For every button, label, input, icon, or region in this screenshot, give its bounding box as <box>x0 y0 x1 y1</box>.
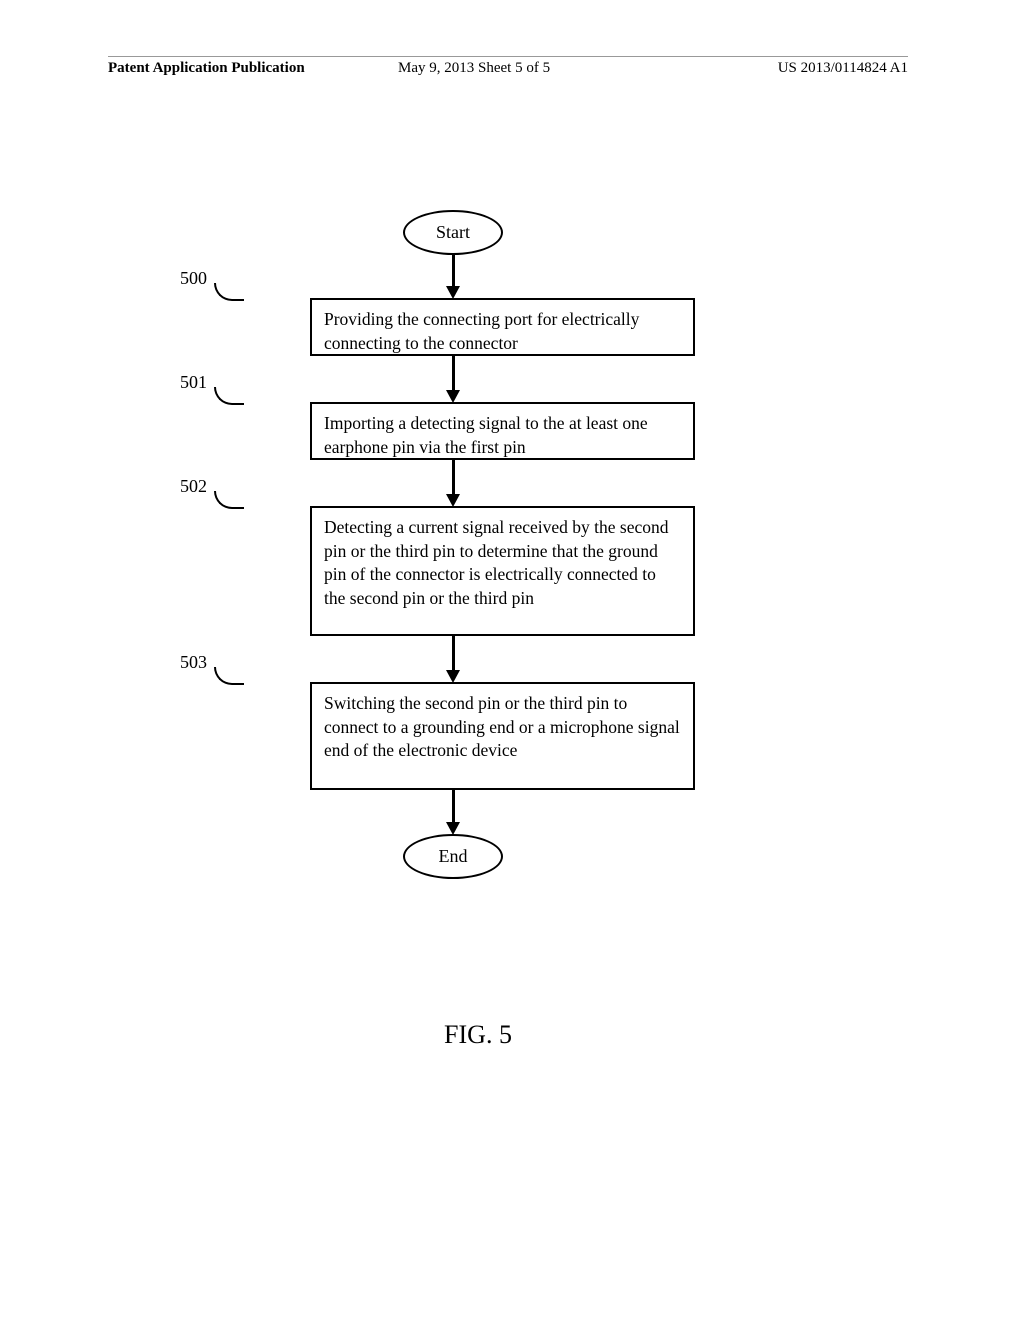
step-number-500: 500 <box>180 268 207 289</box>
step-number-501: 501 <box>180 372 207 393</box>
step-box-503: Switching the second pin or the third pi… <box>310 682 695 790</box>
page-header: Patent Application Publication May 9, 20… <box>108 60 908 77</box>
step-text-501: Importing a detecting signal to the at l… <box>324 413 648 457</box>
connector-line <box>452 790 455 825</box>
step-number-503: 503 <box>180 652 207 673</box>
start-terminal: Start <box>403 210 503 255</box>
end-label: End <box>439 846 468 867</box>
header-center-text: May 9, 2013 Sheet 5 of 5 <box>398 60 550 77</box>
start-label: Start <box>436 222 470 243</box>
header-left-text: Patent Application Publication <box>108 60 305 77</box>
step-box-502: Detecting a current signal received by t… <box>310 506 695 636</box>
step-text-502: Detecting a current signal received by t… <box>324 517 669 608</box>
figure-caption: FIG. 5 <box>444 1020 512 1050</box>
step-text-500: Providing the connecting port for electr… <box>324 309 639 353</box>
end-terminal: End <box>403 834 503 879</box>
connector-line <box>452 356 455 393</box>
step-box-501: Importing a detecting signal to the at l… <box>310 402 695 460</box>
step-text-503: Switching the second pin or the third pi… <box>324 693 680 760</box>
connector-line <box>452 636 455 673</box>
connector-line <box>452 255 455 289</box>
step-box-500: Providing the connecting port for electr… <box>310 298 695 356</box>
step-number-502: 502 <box>180 476 207 497</box>
header-right-text: US 2013/0114824 A1 <box>778 60 908 77</box>
connector-line <box>452 460 455 497</box>
